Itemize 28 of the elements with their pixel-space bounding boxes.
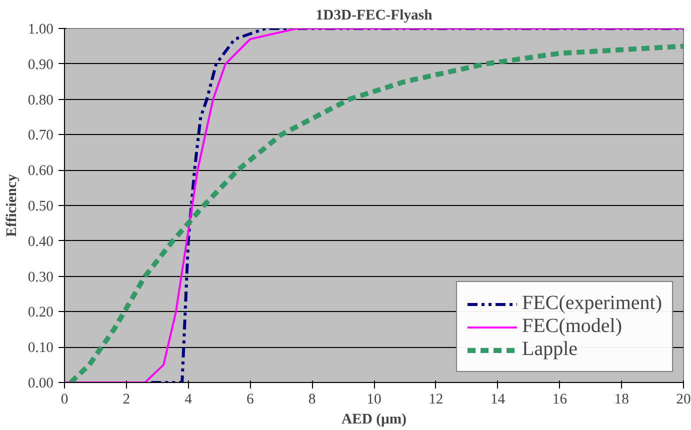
x-tick-label: 10	[366, 392, 382, 408]
legend-label: FEC(experiment)	[522, 292, 662, 315]
x-tick-label: 2	[122, 392, 130, 408]
x-tick-label: 14	[490, 392, 506, 408]
y-axis-title: Efficiency	[4, 173, 20, 237]
y-tick-label: 0.80	[28, 92, 54, 108]
x-tick-label: 6	[246, 392, 254, 408]
y-tick-label: 0.90	[28, 56, 54, 73]
y-tick-label: 0.00	[28, 376, 54, 392]
y-tick-label: 0.30	[28, 269, 54, 286]
x-tick-label: 18	[614, 392, 629, 408]
legend-label: Lapple	[522, 338, 578, 361]
x-tick-label: 12	[428, 392, 444, 408]
x-tick-label: 4	[184, 392, 193, 408]
x-axis-title: AED (µm)	[341, 412, 407, 428]
y-tick-label: 0.10	[28, 340, 54, 356]
y-tick-label: 0.50	[28, 198, 54, 214]
y-tick-label: 0.70	[28, 128, 54, 144]
x-tick-label: 20	[676, 392, 691, 408]
x-tick-label: 0	[60, 392, 68, 408]
x-tick-label: 16	[552, 392, 568, 408]
legend-label: FEC(model)	[522, 315, 622, 338]
y-tick-label: 0.40	[28, 234, 54, 250]
y-tick-label: 1.00	[28, 22, 54, 38]
y-tick-label: 0.20	[28, 304, 54, 321]
y-tick-label: 0.60	[28, 163, 54, 180]
x-tick-label: 8	[308, 392, 316, 408]
chart-title: 1D3D-FEC-Flyash	[316, 8, 432, 24]
